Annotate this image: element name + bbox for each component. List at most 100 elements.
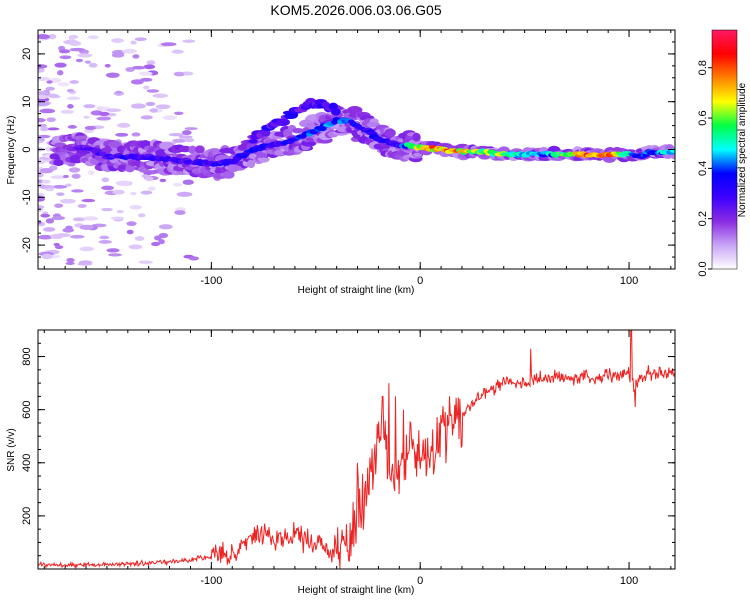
noise-speck bbox=[131, 132, 141, 137]
noise-speck bbox=[75, 58, 83, 63]
noise-speck bbox=[84, 125, 97, 130]
noise-speck bbox=[172, 182, 183, 187]
colorbar-tick-label: 0.0 bbox=[697, 261, 709, 276]
noise-speck bbox=[122, 48, 138, 54]
noise-speck bbox=[45, 86, 56, 91]
noise-speck bbox=[38, 134, 51, 139]
noise-speck bbox=[55, 233, 71, 238]
snr-x-tick-label: 100 bbox=[620, 575, 638, 587]
noise-speck bbox=[132, 65, 146, 70]
noise-speck bbox=[145, 101, 156, 106]
noise-speck bbox=[38, 140, 44, 144]
noise-speck bbox=[174, 210, 186, 215]
noise-speck bbox=[38, 67, 45, 73]
noise-speck bbox=[134, 37, 147, 42]
noise-speck bbox=[182, 179, 194, 185]
spectrogram-y-tick-label: -20 bbox=[21, 237, 33, 253]
noise-speck bbox=[81, 198, 96, 203]
noise-speck bbox=[87, 35, 99, 40]
noise-speck bbox=[140, 115, 153, 120]
noise-speck bbox=[130, 103, 146, 109]
ridge-halo bbox=[291, 127, 305, 134]
colorbar-scale bbox=[711, 29, 738, 270]
noise-speck bbox=[115, 90, 122, 94]
noise-speck bbox=[38, 101, 50, 107]
noise-speck bbox=[101, 185, 114, 191]
noise-speck bbox=[98, 239, 112, 244]
noise-speck bbox=[150, 108, 158, 113]
noise-speck bbox=[57, 82, 70, 87]
ridge-halo bbox=[194, 145, 205, 154]
snr-y-tick-label: 400 bbox=[21, 454, 33, 472]
noise-speck bbox=[138, 260, 153, 264]
ridge-halo bbox=[117, 165, 128, 170]
noise-speck bbox=[54, 245, 64, 250]
noise-speck bbox=[130, 40, 137, 45]
colorbar-tick-label: 0.6 bbox=[697, 110, 709, 125]
spectrogram-x-tick-label: 100 bbox=[620, 275, 638, 287]
noise-speck bbox=[99, 235, 110, 240]
noise-speck bbox=[71, 173, 81, 179]
colorbar-tick-label: 0.8 bbox=[697, 60, 709, 75]
ridge-halo bbox=[222, 170, 235, 179]
noise-speck bbox=[88, 170, 95, 176]
noise-speck bbox=[57, 70, 64, 76]
noise-speck bbox=[130, 191, 137, 196]
noise-speck bbox=[83, 216, 99, 221]
noise-speck bbox=[68, 41, 82, 46]
noise-speck bbox=[159, 178, 167, 183]
noise-speck bbox=[106, 108, 122, 112]
noise-speck bbox=[77, 204, 87, 208]
noise-speck bbox=[88, 62, 98, 68]
noise-speck bbox=[56, 192, 65, 196]
noise-speck bbox=[40, 213, 51, 218]
colorbar-label: Normalized spectral amplitude bbox=[737, 82, 748, 217]
noise-speck bbox=[38, 205, 45, 210]
spectrogram-x-tick-label: -100 bbox=[200, 275, 222, 287]
noise-speck bbox=[101, 177, 110, 183]
noise-speck bbox=[172, 138, 186, 143]
noise-speck bbox=[38, 118, 46, 123]
noise-speck bbox=[54, 62, 67, 68]
noise-speck bbox=[62, 174, 69, 179]
noise-speck bbox=[98, 111, 110, 116]
upper-branch-blob bbox=[260, 129, 271, 137]
noise-speck bbox=[134, 236, 145, 241]
noise-speck bbox=[71, 189, 84, 193]
noise-speck bbox=[181, 130, 192, 136]
spectrogram-y-label: Frequency (Hz) bbox=[6, 116, 17, 185]
noise-speck bbox=[46, 127, 60, 131]
noise-speck bbox=[138, 71, 153, 76]
noise-speck bbox=[50, 175, 66, 180]
noise-speck bbox=[104, 63, 111, 68]
ridge-halo bbox=[413, 152, 422, 157]
spectrogram-y-tick-label: 10 bbox=[21, 96, 33, 108]
noise-speck bbox=[41, 179, 51, 184]
spectrogram-y-tick-label: -10 bbox=[21, 189, 33, 205]
noise-speck bbox=[108, 253, 122, 257]
ridge-halo bbox=[69, 154, 84, 164]
noise-speck bbox=[115, 132, 129, 137]
noise-speck bbox=[60, 109, 75, 114]
noise-speck bbox=[62, 227, 75, 233]
ridge-halo bbox=[384, 128, 396, 138]
noise-speck bbox=[40, 126, 49, 132]
noise-speck bbox=[152, 93, 168, 98]
noise-speck bbox=[59, 198, 76, 204]
noise-speck bbox=[106, 248, 120, 253]
noise-speck bbox=[83, 115, 90, 119]
noise-speck bbox=[79, 246, 94, 252]
noise-speck bbox=[65, 183, 72, 187]
noise-speck bbox=[143, 64, 156, 70]
ridge-halo bbox=[246, 159, 256, 169]
noise-speck bbox=[173, 71, 185, 77]
noise-speck bbox=[144, 176, 154, 182]
snr-series-line bbox=[38, 330, 675, 569]
noise-speck bbox=[52, 184, 68, 189]
ridge-halo bbox=[178, 145, 192, 153]
noise-speck bbox=[101, 207, 114, 212]
noise-speck bbox=[184, 127, 198, 131]
noise-speck bbox=[111, 52, 125, 58]
noise-speck bbox=[96, 106, 104, 111]
noise-speck bbox=[67, 104, 74, 109]
